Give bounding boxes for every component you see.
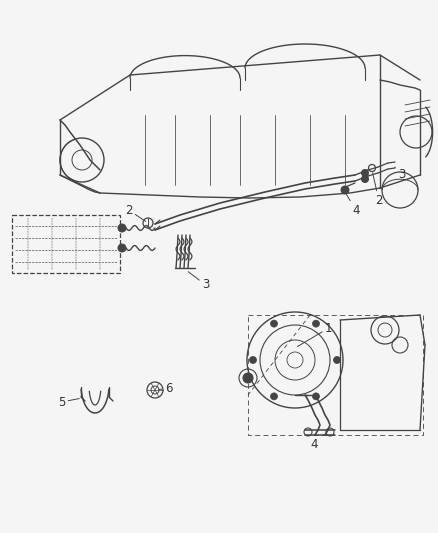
Circle shape	[250, 357, 257, 364]
Circle shape	[341, 186, 349, 194]
Circle shape	[312, 393, 319, 400]
Circle shape	[118, 224, 126, 232]
Text: 3: 3	[188, 272, 209, 292]
Text: 4: 4	[346, 195, 360, 216]
Text: 3: 3	[395, 167, 406, 182]
Text: 2: 2	[373, 173, 382, 206]
Circle shape	[118, 244, 126, 252]
Text: 6: 6	[159, 382, 173, 394]
Circle shape	[243, 373, 253, 383]
Circle shape	[361, 175, 368, 182]
Text: 5: 5	[58, 395, 79, 408]
Text: 1: 1	[297, 321, 332, 346]
Circle shape	[361, 169, 368, 176]
Text: 2: 2	[125, 204, 146, 221]
Circle shape	[333, 357, 340, 364]
Circle shape	[271, 320, 278, 327]
Circle shape	[312, 320, 319, 327]
Circle shape	[271, 393, 278, 400]
Text: 4: 4	[310, 435, 318, 451]
